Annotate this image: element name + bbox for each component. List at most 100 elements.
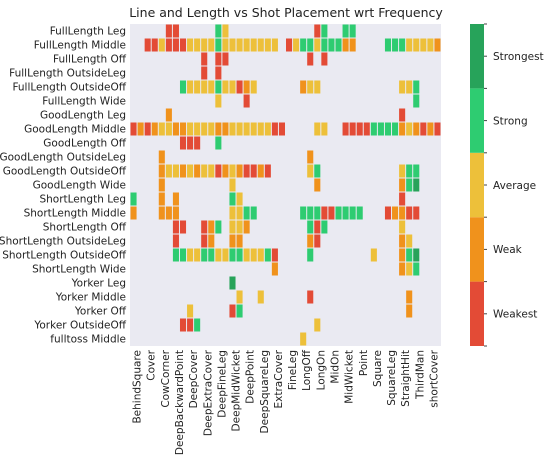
x-tick-label: ExtraCover (273, 349, 285, 408)
x-tick-label: FineLeg (287, 350, 299, 390)
y-tick-label: fulltoss Middle (50, 334, 126, 346)
heatmap-cell (201, 248, 208, 262)
x-tick-label: DeepFineLeg (216, 350, 228, 418)
heatmap-cell (179, 318, 187, 332)
heatmap-cell (427, 38, 434, 52)
colorbar: Weakest Weak Average Strong Strongest (470, 23, 544, 347)
heatmap-cell (264, 248, 271, 262)
heatmap-cell (342, 206, 349, 220)
heatmap-cell (271, 262, 278, 276)
heatmap-cell (321, 220, 328, 234)
heatmap-cell (314, 122, 321, 136)
heatmap-cell (314, 178, 321, 192)
x-tick-label: Square (372, 350, 384, 387)
heatmap-cell (257, 290, 264, 304)
heatmap-cell (179, 80, 187, 94)
heatmap-cell (406, 206, 413, 220)
y-tick-label: FullLength OutsideOff (12, 82, 126, 94)
heatmap-cell (222, 122, 229, 136)
heatmap-cell (392, 38, 399, 52)
heatmap-cell (413, 122, 420, 136)
heatmap-cell (257, 164, 264, 178)
heatmap-cell (413, 248, 420, 262)
heatmap-cell (229, 304, 236, 318)
heatmap-cell (314, 206, 321, 220)
heatmap-cell (271, 248, 278, 262)
heatmap-cell (264, 38, 271, 52)
heatmap-cell (399, 206, 406, 220)
heatmap-cell (384, 122, 392, 136)
heatmap-cell (215, 164, 222, 178)
heatmap-cell (264, 122, 271, 136)
heatmap-cell (158, 178, 165, 192)
y-tick-label: FullLength OutsideLeg (9, 68, 126, 80)
heatmap-cell (229, 220, 236, 234)
heatmap-cell (172, 122, 179, 136)
heatmap-cell (179, 164, 187, 178)
heatmap-cell (314, 80, 321, 94)
heatmap-cell (399, 108, 406, 122)
heatmap-cell (229, 38, 236, 52)
heatmap-cell (165, 24, 172, 38)
heatmap-cell (172, 164, 179, 178)
heatmap-cell (215, 136, 222, 150)
heatmap-cell (342, 24, 349, 38)
heatmap-cell (194, 318, 201, 332)
heatmap-cell (172, 24, 179, 38)
heatmap-cell (413, 206, 420, 220)
x-tick-label: DeepSquareLeg (259, 350, 271, 433)
heatmap-cell (406, 122, 413, 136)
heatmap-cell (328, 206, 335, 220)
heatmap-cell (215, 122, 222, 136)
x-tick-label: shortCover (428, 349, 440, 407)
heatmap-cell (208, 248, 215, 262)
heatmap-cell (264, 164, 271, 178)
heatmap-cell (278, 122, 285, 136)
heatmap-cell (229, 206, 236, 220)
colorbar-label: Average (493, 180, 536, 192)
heatmap-cell (250, 164, 257, 178)
heatmap-cell (222, 164, 229, 178)
heatmap-cell (293, 38, 300, 52)
heatmap-cell (399, 234, 406, 248)
heatmap-cell (236, 220, 243, 234)
x-tick-label: MidWicket (344, 350, 356, 404)
heatmap-cell (208, 38, 215, 52)
y-tick-label: GoodLength Off (43, 138, 126, 150)
heatmap-cell (243, 220, 250, 234)
heatmap-cell (328, 38, 335, 52)
heatmap-cell (342, 122, 349, 136)
heatmap-cell (307, 52, 314, 66)
x-tick-label: DeepPoint (245, 350, 257, 404)
heatmap-cell (307, 234, 314, 248)
heatmap-cell (349, 206, 356, 220)
heatmap-cell (314, 220, 321, 234)
heatmap-cell (370, 122, 377, 136)
y-tick-label: FullLength Wide (42, 96, 126, 108)
heatmap-cell (413, 38, 420, 52)
heatmap-cell (314, 38, 321, 52)
x-tick-label: DeepMidWicket (231, 350, 243, 431)
heatmap-cell (406, 164, 413, 178)
heatmap-cell (194, 122, 201, 136)
heatmap-cell (349, 38, 356, 52)
heatmap-cell (172, 206, 179, 220)
x-tick-label: DeepCover (188, 349, 200, 408)
y-tick-label: ShortLength Leg (39, 194, 126, 206)
heatmap-cell (406, 234, 413, 248)
heatmap-cell (300, 332, 307, 346)
heatmap-cell (406, 304, 413, 318)
x-tick-label: StraightHit (400, 350, 412, 407)
y-tick-label: ShortLength Wide (32, 264, 126, 276)
heatmap-cell (300, 206, 307, 220)
heatmap-cell (236, 206, 243, 220)
x-tick-label: BehindSquare (132, 350, 144, 424)
y-tick-label: Yorker OutsideOff (33, 320, 126, 332)
y-tick-label: ShortLength Off (43, 222, 127, 234)
heatmap-cell (314, 318, 321, 332)
heatmap-cell (363, 122, 370, 136)
heatmap-cell (179, 122, 187, 136)
heatmap-cell (208, 164, 215, 178)
heatmap-cell (215, 24, 222, 38)
colorbar-segment (470, 217, 484, 282)
